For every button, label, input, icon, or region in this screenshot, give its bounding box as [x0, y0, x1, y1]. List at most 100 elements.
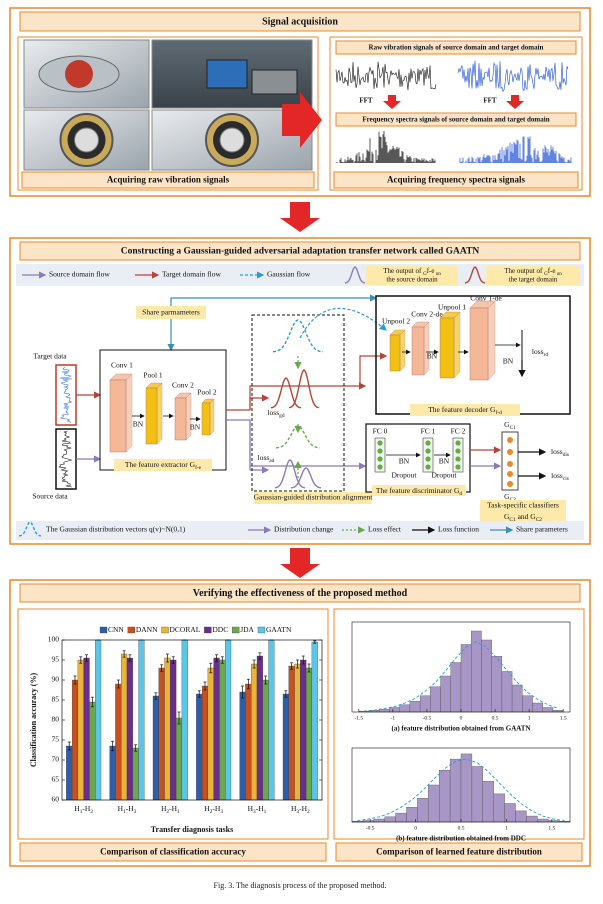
legend-box: [366, 266, 458, 285]
bar: [121, 653, 128, 801]
legend-text: the source domain: [386, 276, 438, 284]
figure-caption: Fig. 3. The diagnosis process of the pro…: [214, 881, 387, 890]
label: BN: [190, 423, 201, 432]
text-part: The feature extractor G: [125, 460, 196, 469]
label-box: [335, 112, 577, 127]
target-box: [55, 364, 77, 426]
histogram-bar: [515, 810, 527, 823]
label: lossdis: [551, 447, 569, 459]
text-part: H: [161, 804, 167, 813]
histogram-bar: [482, 781, 494, 823]
histogram-bar: [460, 644, 472, 713]
distribution-curve: [270, 377, 302, 409]
label: Source data: [32, 492, 68, 501]
label: BN: [133, 420, 144, 429]
spectrum: [335, 131, 436, 163]
text-part: loss: [532, 347, 544, 356]
text-part: loss: [551, 471, 563, 480]
legend-swatch: [204, 626, 212, 634]
text-part: 2: [166, 809, 169, 815]
bar-text: Signal acquisition: [262, 16, 338, 27]
fc-layer: [422, 437, 434, 473]
histogram-bar: [439, 770, 451, 823]
label: The feature extractor Gf-e: [125, 460, 202, 472]
x-tick-label: 0: [460, 715, 463, 721]
histogram-bar: [379, 709, 390, 713]
label: FC 1: [421, 427, 436, 436]
text-part: and G: [516, 512, 537, 521]
text-part: on: [555, 272, 562, 277]
sub-panel: [329, 36, 583, 191]
layer-side: [453, 311, 461, 379]
x-tick-label: H1-H3: [118, 804, 137, 816]
bar-text: Acquiring raw vibration signals: [107, 175, 230, 185]
y-tick-label: 80: [52, 715, 60, 724]
x-tick-label: 0.5: [492, 715, 499, 721]
legend-text: The Gaussian distribution vectors q(v)~N…: [46, 525, 186, 534]
x-tick-label: 1.5: [548, 825, 555, 831]
text-part: -H: [82, 804, 90, 813]
text-part: d: [459, 491, 462, 497]
signal: [59, 366, 73, 424]
neuron: [455, 440, 461, 446]
x-tick-label: -1.5: [354, 715, 363, 721]
sub-panel: [17, 608, 329, 840]
label: Gaussian-guided distribution alignment: [254, 493, 374, 502]
neuron: [425, 448, 431, 454]
bar: [126, 657, 133, 801]
text-part: 3: [220, 809, 223, 815]
legend-text: the target domain: [509, 276, 558, 284]
label: FFT: [483, 97, 497, 105]
bar: [95, 639, 102, 801]
text-part: f-e: [548, 267, 556, 275]
text-part: C2: [536, 517, 543, 523]
title-bar: [333, 171, 579, 189]
bar: [207, 667, 214, 801]
label: The feature discriminator Gd: [376, 486, 463, 498]
label: lossrd: [532, 347, 548, 359]
x-tick-label: H3-H2: [291, 804, 310, 816]
legend-text: CNN: [108, 625, 124, 634]
bar-text: Acquiring frequency spectra signals: [387, 175, 526, 185]
legend-icon: [344, 266, 366, 284]
text-part: ad: [269, 458, 274, 464]
text-part: loss: [258, 453, 270, 462]
label: Unpool 2: [382, 317, 410, 326]
legend-text: Target domain flow: [162, 270, 221, 279]
layer-side: [125, 373, 133, 453]
bar: [175, 717, 183, 801]
histogram-bar: [449, 758, 462, 823]
text-part: 3: [134, 809, 137, 815]
label: Frequency spectra signals of source doma…: [362, 116, 549, 124]
chart-title: (a) feature distribution obtained from G…: [391, 725, 530, 733]
label: Task-specific classifiers: [487, 501, 559, 510]
fc-layer: [374, 437, 386, 473]
red-arrow: [282, 92, 322, 148]
bar: [170, 659, 177, 801]
text-part: G: [504, 420, 510, 429]
panel: [9, 579, 591, 867]
histogram-bar: [532, 702, 543, 713]
bar: [71, 679, 79, 801]
bar: [282, 693, 289, 801]
neuron: [425, 440, 431, 446]
histogram-bar: [522, 695, 533, 713]
fc-layer: [452, 437, 464, 473]
text-part: H: [291, 804, 297, 813]
text-part: loss: [551, 447, 563, 456]
layer-front: [469, 307, 489, 381]
text-part: 2: [210, 809, 213, 815]
layer-front: [174, 397, 187, 441]
equipment: [251, 69, 298, 95]
text-part: H: [204, 804, 210, 813]
sub-panel: [17, 36, 319, 191]
legend-text: Source domain flow: [49, 270, 110, 279]
legend-text: Distribution change: [274, 525, 334, 534]
label: The feature decoder Gf-d: [428, 405, 502, 417]
legend-text: Loss effect: [368, 525, 402, 534]
label: Conv 2: [172, 381, 194, 390]
legend-swatch: [257, 626, 266, 634]
layer-side: [399, 329, 406, 372]
flow-arrow: [226, 394, 270, 411]
